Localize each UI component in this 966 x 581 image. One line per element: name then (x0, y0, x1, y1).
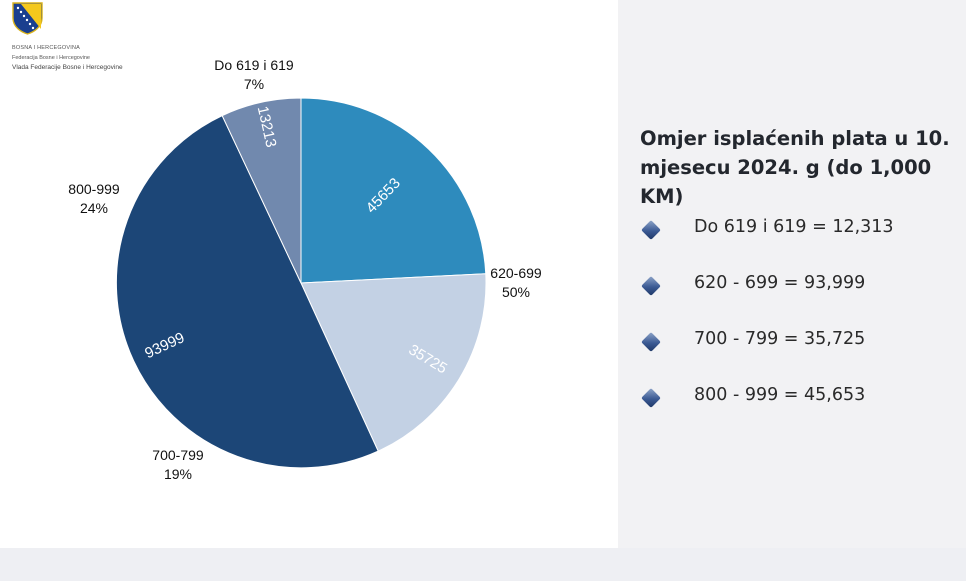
slice-percent-label: 24% (80, 200, 108, 216)
slice-category-label: 800-999 (68, 181, 120, 197)
header-government: Vlada Federacije Bosne i Hercegovine (12, 64, 123, 71)
summary-item-text: 620 - 699 = 93,999 (694, 273, 866, 293)
summary-item-text: Do 619 i 619 = 12,313 (694, 217, 894, 237)
slice-category-label: 620-699 (490, 265, 542, 281)
pie-slice (300, 273, 487, 452)
header-country: BOSNA I HERCEGOVINA (12, 45, 80, 51)
pie-slice (300, 97, 487, 284)
bottom-bar (0, 548, 966, 581)
header-federation: Federacija Bosne i Hercegovine (12, 55, 90, 61)
summary-item-text: 800 - 999 = 45,653 (694, 385, 866, 405)
summary-panel (618, 0, 966, 548)
slice-category-label: Do 619 i 619 (214, 57, 294, 73)
slice-percent-label: 19% (164, 466, 192, 482)
pie-slice (115, 114, 379, 469)
summary-item-text: 700 - 799 = 35,725 (694, 329, 866, 349)
slice-category-label: 700-799 (152, 447, 204, 463)
slice-percent-label: 7% (244, 76, 264, 92)
slice-percent-label: 50% (502, 284, 530, 300)
pie-slice (221, 97, 302, 284)
summary-title: Omjer isplaćenih plata u 10. mjesecu 202… (640, 127, 950, 208)
bih-coat-of-arms-icon (12, 2, 43, 35)
pie-chart: 45653620-69950%35725700-79919%93999800-9… (68, 57, 542, 482)
